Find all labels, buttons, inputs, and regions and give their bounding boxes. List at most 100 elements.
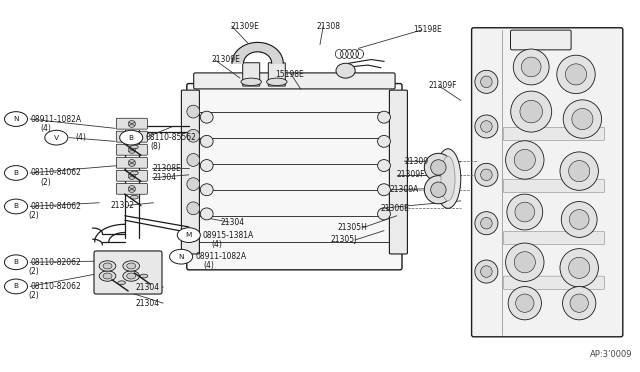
Circle shape bbox=[560, 152, 598, 190]
Circle shape bbox=[481, 169, 492, 180]
FancyBboxPatch shape bbox=[194, 73, 395, 89]
Circle shape bbox=[570, 210, 589, 229]
Circle shape bbox=[516, 294, 534, 312]
Text: 08110-85562: 08110-85562 bbox=[145, 133, 196, 142]
Text: 08911-1082A: 08911-1082A bbox=[30, 115, 81, 124]
Text: 21305J: 21305J bbox=[330, 235, 356, 244]
Circle shape bbox=[475, 212, 498, 235]
Circle shape bbox=[475, 115, 498, 138]
Text: N: N bbox=[13, 116, 19, 122]
Circle shape bbox=[569, 257, 590, 278]
Circle shape bbox=[481, 218, 492, 229]
Text: (2): (2) bbox=[29, 291, 40, 300]
Text: AP:3’0009: AP:3’0009 bbox=[590, 350, 632, 359]
Text: B: B bbox=[13, 203, 19, 209]
Text: 21305H: 21305H bbox=[338, 223, 368, 232]
Ellipse shape bbox=[378, 111, 390, 123]
Ellipse shape bbox=[99, 261, 116, 271]
Circle shape bbox=[572, 109, 593, 129]
Ellipse shape bbox=[336, 63, 355, 78]
FancyBboxPatch shape bbox=[187, 84, 402, 270]
FancyBboxPatch shape bbox=[116, 157, 147, 168]
FancyBboxPatch shape bbox=[503, 231, 605, 245]
Circle shape bbox=[481, 266, 492, 277]
Ellipse shape bbox=[103, 263, 112, 269]
FancyBboxPatch shape bbox=[389, 90, 408, 254]
Ellipse shape bbox=[378, 135, 390, 147]
Text: 21309A: 21309A bbox=[389, 185, 419, 194]
Ellipse shape bbox=[127, 273, 136, 279]
Ellipse shape bbox=[200, 208, 213, 220]
Circle shape bbox=[187, 202, 200, 215]
Text: B: B bbox=[13, 170, 19, 176]
Ellipse shape bbox=[170, 249, 193, 264]
Text: (4): (4) bbox=[204, 262, 214, 270]
Circle shape bbox=[508, 286, 541, 320]
Text: (4): (4) bbox=[76, 133, 86, 142]
Polygon shape bbox=[232, 42, 283, 63]
Circle shape bbox=[475, 163, 498, 186]
Text: (2): (2) bbox=[29, 211, 40, 220]
Text: (2): (2) bbox=[29, 267, 40, 276]
Circle shape bbox=[515, 202, 534, 222]
FancyBboxPatch shape bbox=[243, 63, 260, 86]
Ellipse shape bbox=[200, 184, 213, 196]
Text: 21309E: 21309E bbox=[230, 22, 259, 31]
Ellipse shape bbox=[4, 255, 28, 270]
Circle shape bbox=[129, 147, 135, 153]
Ellipse shape bbox=[378, 160, 390, 171]
Ellipse shape bbox=[99, 271, 116, 281]
Circle shape bbox=[475, 260, 498, 283]
Ellipse shape bbox=[120, 130, 143, 145]
FancyBboxPatch shape bbox=[94, 251, 162, 294]
Text: 21304: 21304 bbox=[152, 173, 177, 182]
Text: (4): (4) bbox=[40, 124, 51, 133]
Ellipse shape bbox=[4, 199, 28, 214]
FancyBboxPatch shape bbox=[181, 90, 200, 254]
Circle shape bbox=[187, 105, 200, 118]
Circle shape bbox=[129, 121, 135, 127]
Ellipse shape bbox=[378, 184, 390, 196]
Ellipse shape bbox=[378, 208, 390, 220]
Text: M: M bbox=[186, 232, 192, 238]
FancyBboxPatch shape bbox=[116, 118, 147, 129]
Text: 21304: 21304 bbox=[221, 218, 245, 227]
Circle shape bbox=[507, 194, 543, 230]
Circle shape bbox=[424, 153, 452, 182]
Text: 08110-82062: 08110-82062 bbox=[30, 282, 81, 291]
Text: B: B bbox=[13, 259, 19, 265]
Ellipse shape bbox=[123, 261, 140, 271]
FancyBboxPatch shape bbox=[503, 127, 605, 141]
Text: 21304: 21304 bbox=[136, 283, 160, 292]
Circle shape bbox=[481, 121, 492, 132]
Circle shape bbox=[560, 248, 598, 287]
Circle shape bbox=[522, 57, 541, 77]
Text: 21308: 21308 bbox=[317, 22, 341, 31]
Ellipse shape bbox=[131, 145, 138, 149]
Circle shape bbox=[511, 91, 552, 132]
Text: 08110-84062: 08110-84062 bbox=[30, 202, 81, 211]
Circle shape bbox=[515, 150, 535, 170]
Circle shape bbox=[431, 160, 446, 175]
Circle shape bbox=[424, 176, 452, 204]
Circle shape bbox=[481, 76, 492, 87]
Ellipse shape bbox=[4, 112, 28, 126]
Circle shape bbox=[506, 141, 544, 179]
FancyBboxPatch shape bbox=[511, 30, 571, 50]
FancyBboxPatch shape bbox=[268, 63, 285, 86]
Circle shape bbox=[129, 160, 135, 166]
Circle shape bbox=[566, 64, 586, 85]
Text: 21309: 21309 bbox=[404, 157, 429, 166]
Text: V: V bbox=[54, 135, 59, 141]
Ellipse shape bbox=[45, 130, 68, 145]
Ellipse shape bbox=[140, 274, 148, 278]
Text: 21309E: 21309E bbox=[211, 55, 240, 64]
Text: 08915-1381A: 08915-1381A bbox=[203, 231, 254, 240]
Ellipse shape bbox=[441, 156, 455, 201]
Circle shape bbox=[431, 182, 446, 198]
Text: (4): (4) bbox=[211, 240, 222, 249]
Circle shape bbox=[563, 100, 602, 138]
Circle shape bbox=[129, 186, 135, 192]
Circle shape bbox=[506, 243, 544, 282]
FancyBboxPatch shape bbox=[503, 276, 605, 289]
